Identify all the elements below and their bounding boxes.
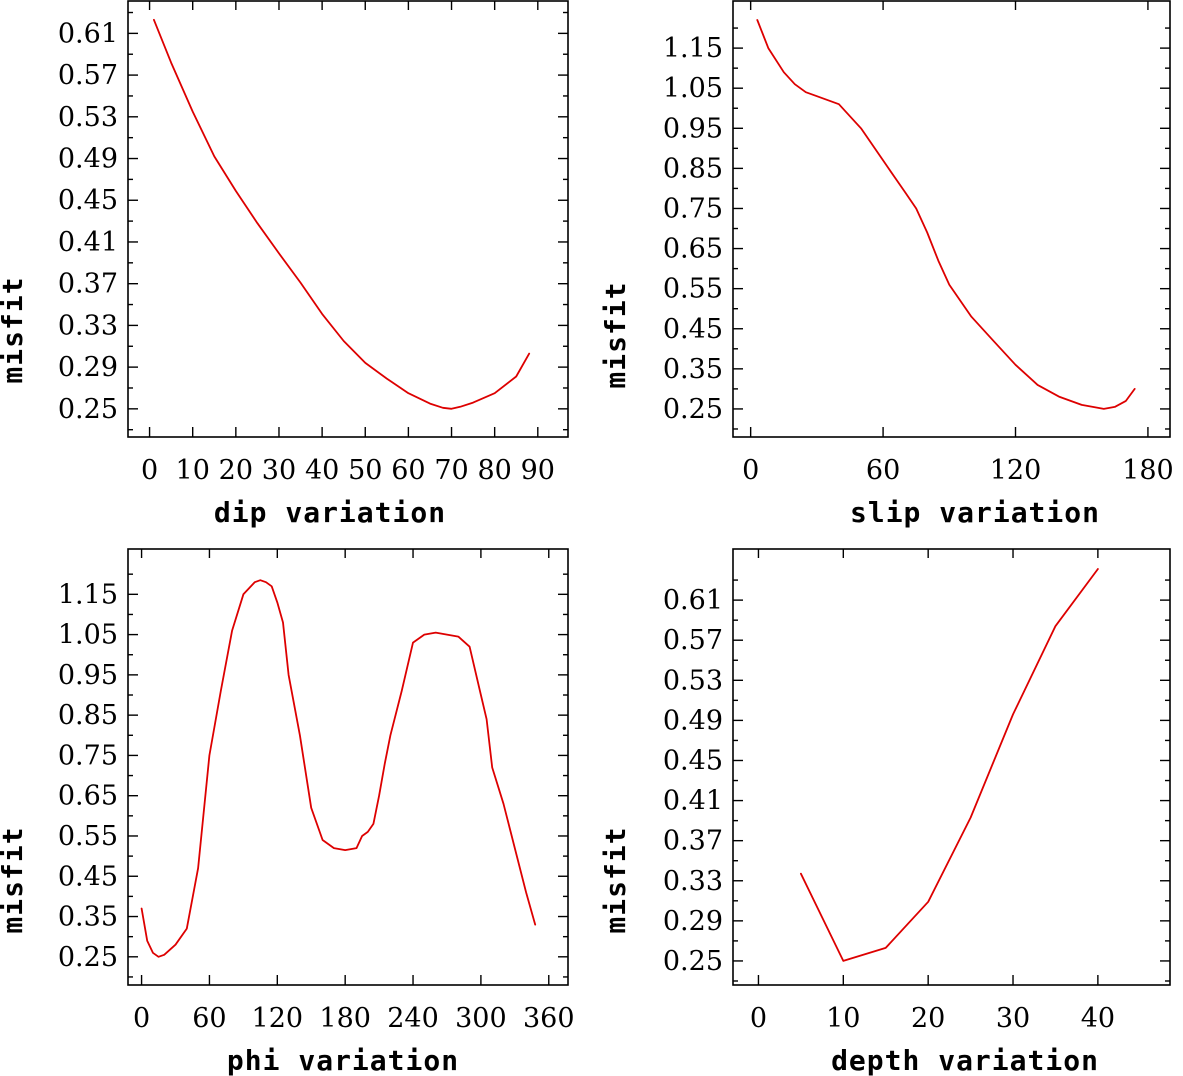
x-axis-label: phi variation: [227, 1044, 459, 1076]
y-tick-label: 0.55: [58, 821, 118, 852]
y-tick-label: 1.15: [58, 579, 118, 610]
x-tick-label: 20: [219, 455, 253, 486]
misfit-series-line: [140, 579, 537, 958]
x-tick-label: 60: [391, 455, 425, 486]
y-tick-label: 0.25: [58, 942, 118, 973]
x-tick-label: 0: [141, 455, 158, 486]
y-tick-label: 0.53: [58, 102, 118, 133]
chart-panel-1: 0.25 0.29 0.33 0.37 0.41 0.45 0.49 0.53 0.57 0.61…: [0, 0, 569, 529]
x-tick-label: 30: [262, 455, 296, 486]
y-tick-label: 0.65: [58, 781, 118, 812]
y-tick-label: 0.25: [663, 394, 723, 425]
plot-frame: [127, 0, 569, 438]
y-tick-label: 0.33: [58, 310, 118, 341]
y-tick-label: 1.15: [663, 33, 723, 64]
chart-panel-3: 0.25 0.35 0.45 0.55 0.65 0.75 0.85 0.95 1.05 1.15…: [0, 548, 575, 1076]
y-tick-label: 0.35: [663, 354, 723, 385]
x-tick-label: 300: [455, 1003, 507, 1034]
y-tick-label: 0.57: [58, 60, 118, 91]
x-axis-label: slip variation: [850, 496, 1100, 529]
y-tick-label: 0.49: [58, 144, 118, 175]
x-tick-label: 30: [996, 1003, 1030, 1034]
x-tick-label: 40: [1081, 1003, 1115, 1034]
y-tick-label: 0.95: [663, 113, 723, 144]
y-tick-label: 0.41: [58, 227, 118, 258]
y-tick-label: 0.65: [663, 234, 723, 265]
x-tick-label: 180: [319, 1003, 371, 1034]
y-axis-label: misfit: [0, 826, 29, 933]
x-axis-label: depth variation: [831, 1044, 1099, 1076]
plot-frame: [732, 548, 1171, 986]
x-tick-label: 20: [911, 1003, 945, 1034]
y-tick-label: 0.53: [663, 665, 723, 696]
y-tick-label: 0.41: [663, 786, 723, 817]
x-tick-label: 360: [523, 1003, 575, 1034]
plot-frame: [732, 0, 1171, 438]
x-tick-label: 60: [866, 455, 900, 486]
y-tick-label: 1.05: [663, 73, 723, 104]
x-tick-label: 10: [176, 455, 210, 486]
y-tick-label: 0.25: [663, 946, 723, 977]
y-tick-label: 0.75: [58, 740, 118, 771]
y-axis-label: misfit: [599, 281, 632, 388]
misfit-series-line: [800, 568, 1099, 962]
y-axis-label: misfit: [0, 276, 29, 383]
x-tick-label: 90: [521, 455, 555, 486]
y-tick-label: 0.61: [663, 585, 723, 616]
x-tick-label: 120: [252, 1003, 304, 1034]
chart-panel-2: 0.25 0.35 0.45 0.55 0.65 0.75 0.85 0.95 1.05 1.15…: [599, 0, 1174, 529]
y-tick-label: 0.45: [58, 185, 118, 216]
y-tick-label: 0.37: [58, 269, 118, 300]
y-tick-label: 0.35: [58, 902, 118, 933]
x-tick-label: 240: [387, 1003, 439, 1034]
y-tick-label: 0.55: [663, 274, 723, 305]
y-tick-label: 0.85: [58, 700, 118, 731]
y-tick-label: 0.75: [663, 193, 723, 224]
y-tick-label: 0.61: [58, 18, 118, 49]
y-tick-label: 1.05: [58, 620, 118, 651]
plot-frame: [127, 548, 569, 986]
y-tick-label: 0.45: [58, 861, 118, 892]
y-tick-label: 0.29: [663, 906, 723, 937]
x-tick-label: 180: [1122, 455, 1174, 486]
y-tick-label: 0.33: [663, 866, 723, 897]
x-tick-label: 80: [477, 455, 511, 486]
chart-panel-4: 0.25 0.29 0.33 0.37 0.41 0.45 0.49 0.53 0.57 0.61…: [599, 548, 1171, 1076]
y-axis-label: misfit: [599, 826, 632, 933]
x-axis-label: dip variation: [214, 496, 446, 529]
y-tick-label: 0.45: [663, 314, 723, 345]
y-tick-label: 0.45: [663, 745, 723, 776]
y-tick-label: 0.95: [58, 660, 118, 691]
x-tick-label: 120: [990, 455, 1042, 486]
y-tick-label: 0.85: [663, 153, 723, 184]
x-tick-label: 10: [826, 1003, 860, 1034]
x-tick-label: 0: [133, 1003, 150, 1034]
x-tick-label: 70: [434, 455, 468, 486]
y-tick-label: 0.57: [663, 625, 723, 656]
x-tick-label: 40: [305, 455, 339, 486]
misfit-series-line: [756, 19, 1136, 410]
misfit-series-line: [152, 18, 531, 410]
y-tick-label: 0.49: [663, 705, 723, 736]
x-tick-label: 0: [742, 455, 759, 486]
y-tick-label: 0.25: [58, 394, 118, 425]
y-tick-label: 0.29: [58, 352, 118, 383]
x-tick-label: 50: [348, 455, 382, 486]
x-tick-label: 0: [750, 1003, 767, 1034]
y-tick-label: 0.37: [663, 826, 723, 857]
x-tick-label: 60: [192, 1003, 226, 1034]
